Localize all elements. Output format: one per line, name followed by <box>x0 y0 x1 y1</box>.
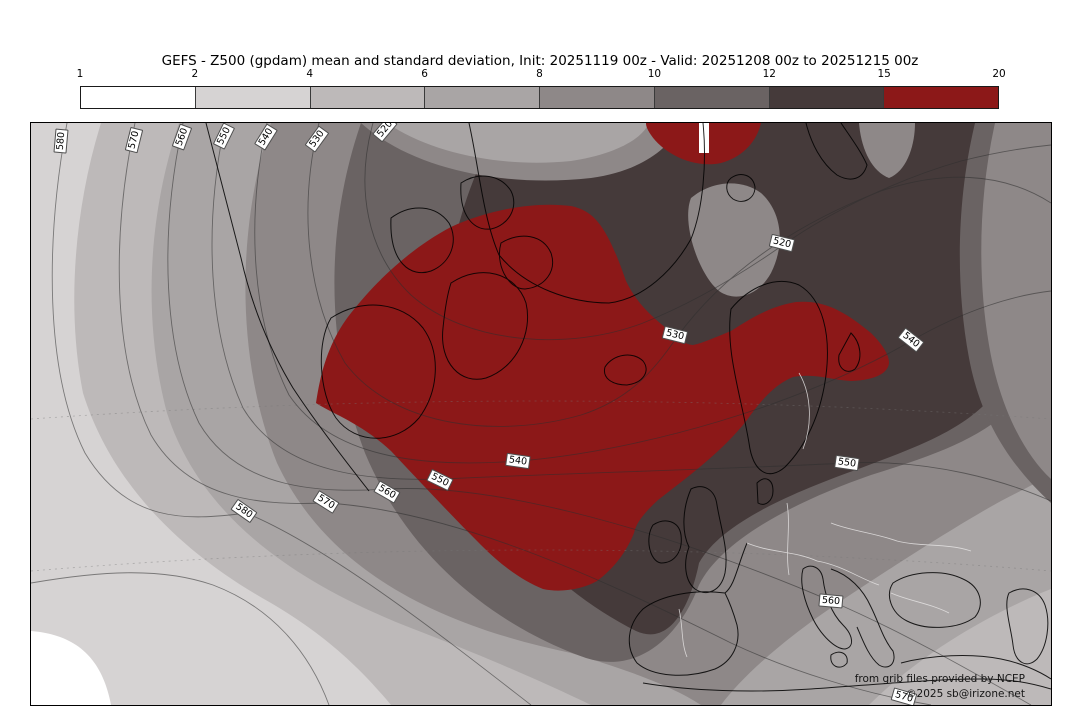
colorbar-tick-label: 10 <box>647 68 662 80</box>
stddev-shading-layer <box>31 123 1051 705</box>
colorbar-tick-label: 15 <box>877 68 891 80</box>
colorbar-band <box>883 87 998 108</box>
colorbar-tick-label: 8 <box>536 68 543 80</box>
colorbar-band <box>81 87 195 108</box>
colorbar-band <box>309 87 425 108</box>
colorbar-tick-label: 4 <box>306 68 314 80</box>
credit-copyright: ©2025 sb@irizone.net <box>906 688 1025 700</box>
colorbar-tick-label: 20 <box>992 68 1006 80</box>
colorbar-band <box>194 87 310 108</box>
colorbar <box>80 86 999 109</box>
graticule-layer <box>31 400 1051 572</box>
colorbar-band <box>539 87 654 108</box>
colorbar-tick-label: 1 <box>76 68 84 80</box>
colorbar-band <box>653 87 769 108</box>
country-borders-layer <box>678 372 972 658</box>
coastlines-layer <box>205 123 1051 692</box>
colorbar-ticks: 1 2 4 6 8 10 12 15 20 <box>76 68 1006 82</box>
map-area: 580 570 560 550 540 530 520 580 570 560 550 540 530 5… <box>30 122 1052 706</box>
map-credits: from grib files provided by NCEP ©2025 s… <box>855 672 1025 702</box>
colorbar-tick-label: 12 <box>762 68 776 80</box>
colorbar-band <box>768 87 884 108</box>
credit-source: from grib files provided by NCEP <box>854 673 1025 685</box>
colorbar-tick-label: 6 <box>421 68 428 80</box>
colorbar-tick-label: 2 <box>191 68 199 80</box>
colorbar-band <box>424 87 539 108</box>
contour-label: 580 <box>53 128 69 154</box>
map-canvas <box>31 123 1051 705</box>
chart-title: GEFS - Z500 (gpdam) mean and standard de… <box>161 53 919 69</box>
contour-label: 560 <box>818 593 844 609</box>
